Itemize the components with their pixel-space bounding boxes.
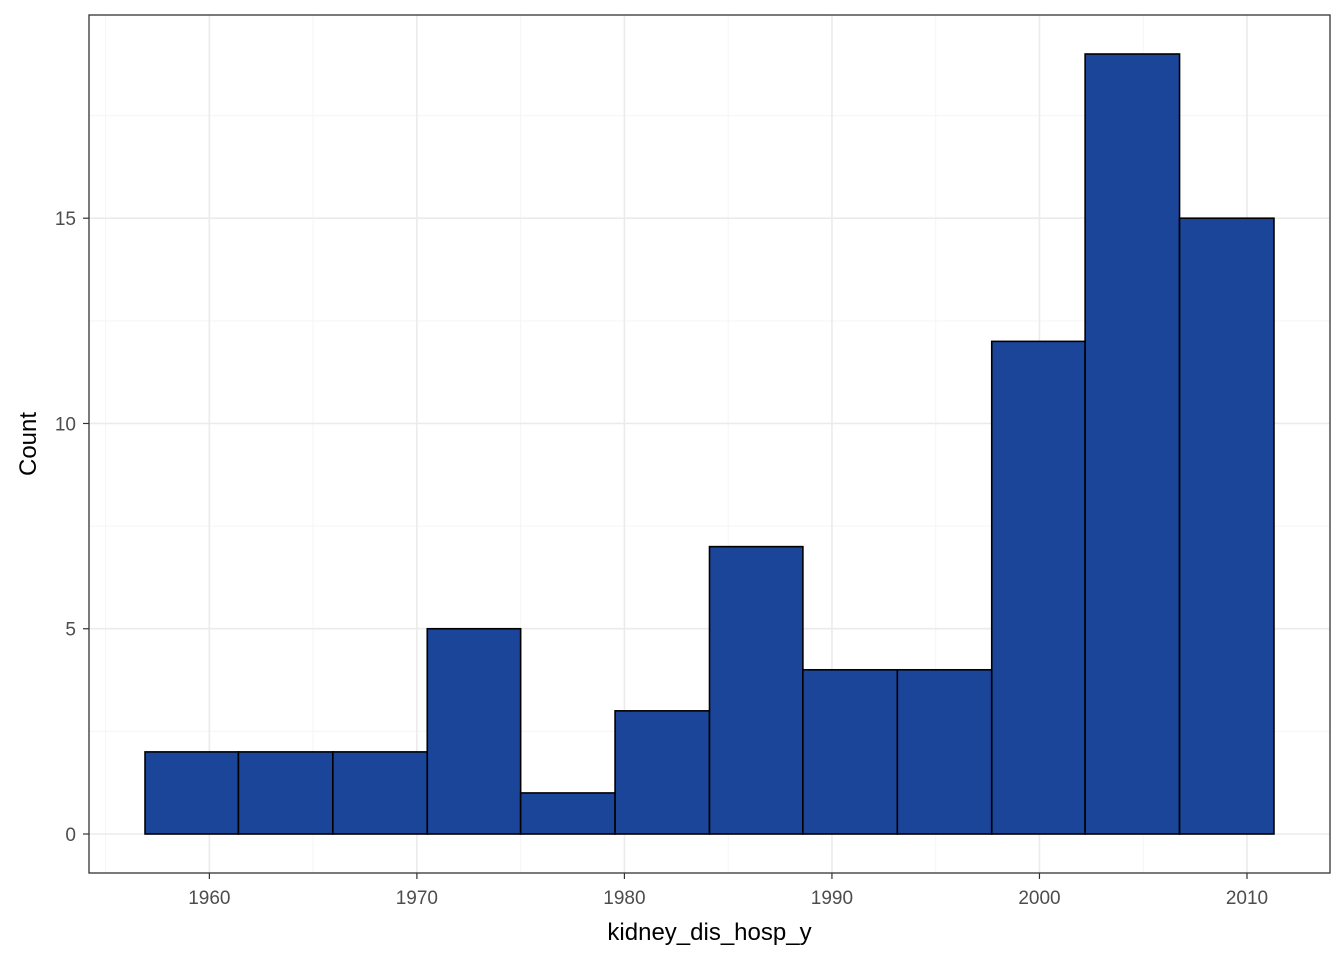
- y-axis-title: Count: [15, 412, 42, 476]
- panel-border: [88, 14, 1331, 874]
- y-tick-label: 0: [65, 825, 76, 846]
- histogram-bar: [144, 751, 240, 835]
- x-tick-label: 1970: [396, 888, 438, 909]
- x-tick-label: 2000: [1018, 888, 1060, 909]
- y-axis-ticks: 0 5 10 15: [55, 209, 89, 846]
- histogram-bar: [614, 710, 711, 835]
- histogram-bars: [144, 53, 1275, 835]
- x-tick-label: 1990: [811, 888, 853, 909]
- x-tick-label: 1980: [603, 888, 645, 909]
- x-axis-ticks: 1960 1970 1980 1990 2000 2010: [188, 873, 1268, 909]
- histogram-bar: [519, 792, 616, 835]
- y-tick-label: 10: [55, 414, 76, 435]
- histogram-bar: [708, 545, 804, 835]
- x-tick-label: 1960: [188, 888, 230, 909]
- histogram-bar: [1178, 217, 1275, 835]
- y-tick-label: 5: [65, 620, 76, 641]
- histogram-bar: [896, 668, 993, 835]
- x-axis-title: kidney_dis_hosp_y: [607, 919, 811, 946]
- histogram-bar: [802, 668, 899, 835]
- y-tick-label: 15: [55, 209, 76, 230]
- histogram-bar: [237, 751, 334, 835]
- histogram-bar: [990, 340, 1086, 835]
- histogram-bar: [1084, 53, 1181, 835]
- x-tick-label: 2010: [1226, 888, 1268, 909]
- histogram-bar: [426, 627, 522, 835]
- histogram-bar: [332, 751, 429, 835]
